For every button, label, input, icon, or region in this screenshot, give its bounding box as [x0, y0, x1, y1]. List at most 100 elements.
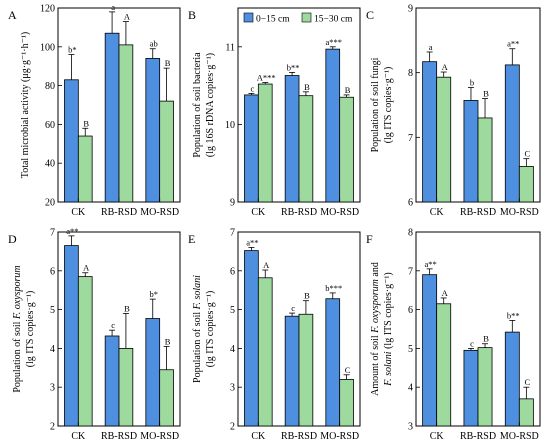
- bar: [325, 298, 341, 427]
- x-tick-label: CK: [430, 207, 445, 218]
- panel-letter: D: [8, 232, 17, 246]
- bar: [422, 61, 438, 203]
- bar: [159, 100, 174, 203]
- bar: [118, 347, 134, 427]
- bar: [436, 76, 452, 203]
- significance-label: b***: [325, 283, 342, 293]
- y-tick-label: 8: [408, 68, 413, 79]
- y-tick-label: 3: [50, 383, 55, 394]
- y-tick-label: 6: [230, 266, 235, 277]
- y-tick-label: 7: [230, 228, 235, 239]
- significance-label: a: [429, 42, 433, 52]
- y-tick-label: 7: [50, 228, 55, 239]
- y-tick-label: 9: [408, 4, 413, 15]
- significance-label: A: [442, 62, 449, 72]
- y-tick-label: 5: [50, 305, 55, 316]
- bar: [339, 96, 354, 203]
- x-tick-label: MO-RSD: [320, 431, 359, 442]
- y-tick-label: 7: [408, 266, 413, 277]
- x-tick-label: RB-RSD: [460, 207, 496, 218]
- bar: [284, 75, 300, 203]
- significance-label: b**: [287, 62, 300, 72]
- bar: [257, 277, 273, 427]
- significance-label: b**: [507, 310, 520, 320]
- y-tick-label: 100: [40, 42, 55, 53]
- panel-f: a** c b** A B C 3 4 5 6 7 8 CK RB-RSD MO-RSD F Amount of…: [366, 228, 541, 442]
- legend: 0−15 cm 15−30 cm: [242, 11, 358, 25]
- y-tick-label: 11: [225, 42, 235, 53]
- bar: [298, 95, 314, 203]
- y-tick-label: 80: [45, 81, 55, 92]
- x-tick-label: CK: [251, 431, 266, 442]
- bar: [463, 349, 479, 427]
- significance-label: B: [304, 291, 310, 301]
- x-tick-label: CK: [71, 207, 86, 218]
- x-tick-label: RB-RSD: [101, 431, 137, 442]
- bar: [284, 315, 300, 427]
- bar: [518, 166, 534, 203]
- panel-letter: E: [188, 232, 195, 246]
- significance-label: c: [470, 338, 474, 348]
- x-tick-label: MO-RSD: [140, 207, 179, 218]
- significance-label: c: [111, 320, 115, 330]
- y-tick-label: 2: [50, 422, 55, 433]
- significance-label: c: [291, 303, 295, 313]
- bar: [145, 58, 161, 203]
- x-tick-label: RB-RSD: [460, 431, 496, 442]
- y-axis-label: (lg ITS copies·g⁻¹): [25, 291, 36, 368]
- bar: [244, 250, 259, 427]
- bar: [477, 347, 493, 427]
- significance-label: a: [111, 2, 115, 12]
- bar: [64, 245, 79, 427]
- y-axis-label: Population of soil F. solani: [192, 275, 203, 383]
- y-tick-label: 6: [408, 305, 413, 316]
- significance-label: B: [483, 89, 489, 99]
- x-tick-label: RB-RSD: [281, 431, 317, 442]
- significance-label: B: [165, 336, 171, 346]
- y-tick-label: 9: [230, 198, 235, 209]
- significance-label: A: [263, 260, 270, 270]
- y-tick-label: 20: [45, 198, 55, 209]
- bar: [77, 135, 93, 203]
- x-tick-label: MO-RSD: [500, 207, 539, 218]
- y-axis-label: Population of soil fungi: [370, 57, 381, 152]
- y-tick-label: 3: [408, 422, 413, 433]
- significance-label: a**: [246, 238, 258, 248]
- x-tick-label: CK: [430, 431, 445, 442]
- significance-label: a**: [507, 39, 519, 49]
- y-tick-label: 7: [408, 133, 413, 144]
- bar: [518, 398, 534, 427]
- bar: [477, 117, 493, 203]
- y-tick-label: 6: [408, 198, 413, 209]
- y-tick-label: 10: [225, 120, 235, 131]
- bar: [104, 32, 120, 203]
- bar: [257, 83, 273, 203]
- bar: [77, 276, 93, 427]
- significance-label: b: [470, 78, 474, 88]
- significance-label: B: [345, 85, 351, 95]
- significance-label: a***: [325, 37, 342, 47]
- significance-label: C: [525, 377, 531, 387]
- bar: [244, 94, 259, 203]
- bar: [104, 335, 120, 427]
- y-tick-label: 4: [50, 344, 55, 355]
- significance-label: B: [165, 58, 171, 68]
- y-tick-label: 120: [40, 4, 55, 15]
- bar: [422, 274, 438, 427]
- significance-label: C: [345, 365, 351, 375]
- x-tick-label: RB-RSD: [101, 207, 137, 218]
- bar: [145, 318, 161, 427]
- significance-label: B: [124, 303, 130, 313]
- significance-label: A: [442, 288, 449, 298]
- significance-label: ab: [150, 39, 158, 49]
- y-tick-label: 5: [230, 305, 235, 316]
- y-tick-label: 60: [45, 120, 55, 131]
- y-tick-label: 3: [230, 383, 235, 394]
- significance-label: A: [83, 263, 90, 273]
- significance-label: B: [304, 82, 310, 92]
- legend-entry: 0−15 cm: [256, 15, 290, 25]
- significance-label: b*: [68, 45, 77, 55]
- y-axis-label: Amount of soil F. oxysporum and: [370, 262, 381, 396]
